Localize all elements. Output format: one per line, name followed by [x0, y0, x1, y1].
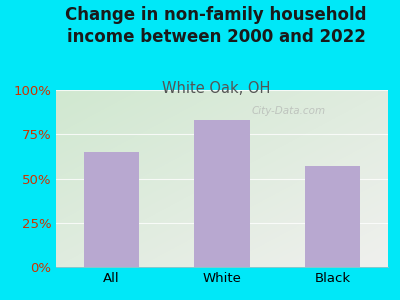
- Text: White Oak, OH: White Oak, OH: [162, 81, 270, 96]
- Text: Change in non-family household
income between 2000 and 2022: Change in non-family household income be…: [65, 6, 367, 46]
- Bar: [305, 166, 360, 267]
- Bar: [194, 120, 250, 267]
- Text: City-Data.com: City-Data.com: [251, 106, 326, 116]
- Bar: [84, 152, 139, 267]
